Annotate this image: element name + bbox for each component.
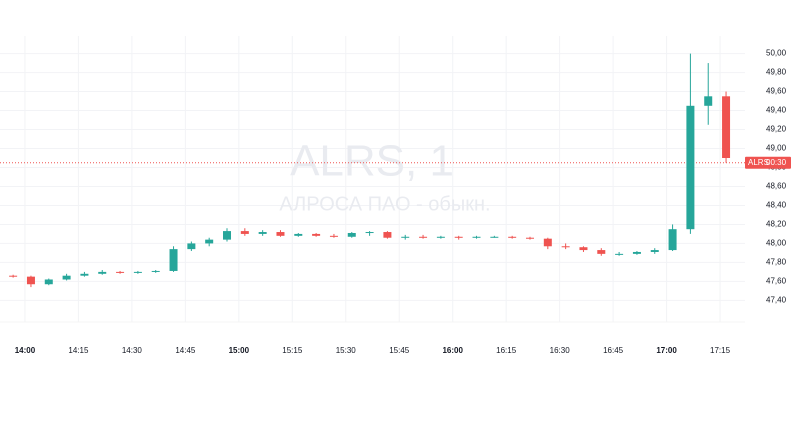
candle-body: [312, 233, 321, 236]
y-tick-label: 49,80: [766, 68, 787, 77]
candle-body: [650, 250, 659, 252]
last-price-countdown: 00:30: [766, 158, 787, 167]
candle-body: [579, 247, 588, 251]
y-tick-label: 48,20: [766, 220, 787, 229]
candle-body: [454, 236, 463, 238]
x-tick-label: 14:30: [122, 346, 143, 355]
x-tick-label: 17:15: [710, 346, 731, 355]
x-tick-label: 16:00: [442, 346, 463, 355]
candle-body: [329, 235, 338, 237]
candle-body: [240, 231, 249, 234]
candle-body: [365, 232, 374, 234]
x-tick-label: 17:00: [656, 346, 677, 355]
x-tick-label: 15:30: [336, 346, 357, 355]
candle-body: [258, 232, 267, 234]
x-tick-label: 14:15: [68, 346, 89, 355]
candle-body: [561, 246, 570, 248]
candle-body: [44, 279, 53, 285]
last-price-symbol: ALRS: [748, 158, 769, 167]
candle-body: [133, 271, 142, 273]
candle-body: [436, 236, 445, 238]
y-tick-label: 50,00: [766, 49, 787, 58]
y-tick-label: 48,60: [766, 182, 787, 191]
y-tick-label: 48,00: [766, 239, 787, 248]
candle-body: [543, 238, 552, 247]
x-tick-label: 16:30: [550, 346, 571, 355]
candle-body: [26, 276, 35, 285]
candle-body: [419, 236, 428, 238]
candle-body: [116, 271, 125, 273]
candle-body: [490, 236, 499, 238]
x-tick-label: 15:15: [282, 346, 303, 355]
candle-body: [704, 96, 713, 106]
candle-body: [169, 249, 178, 271]
candle-body: [722, 96, 731, 158]
candle-body: [9, 275, 18, 277]
candle-body: [401, 236, 410, 238]
candle-body: [187, 243, 196, 250]
candle-body: [615, 253, 624, 255]
candle-body: [347, 232, 356, 237]
candle-body: [472, 236, 481, 238]
candle-body: [597, 250, 606, 254]
candle-body: [205, 239, 214, 244]
x-tick-label: 16:45: [603, 346, 624, 355]
y-tick-label: 47,80: [766, 258, 787, 267]
candle-body: [80, 273, 89, 276]
last-price-tag: [745, 156, 791, 169]
candle-body: [668, 229, 677, 251]
candle-body: [383, 232, 392, 238]
watermark-description: АЛРОСА ПАО - обыкн.: [279, 193, 490, 215]
candle-body: [508, 236, 517, 238]
candle-body: [686, 105, 695, 230]
x-tick-label: 14:45: [175, 346, 196, 355]
x-tick-label: 15:00: [229, 346, 250, 355]
x-tick-label: 16:15: [496, 346, 517, 355]
y-tick-label: 47,60: [766, 276, 787, 285]
candle-body: [294, 233, 303, 236]
candle-body: [151, 270, 160, 272]
x-tick-label: 14:00: [15, 346, 36, 355]
candle-body: [62, 275, 71, 280]
y-tick-label: 48,40: [766, 201, 787, 210]
y-tick-label: 49,00: [766, 144, 787, 153]
y-tick-label: 47,40: [766, 295, 787, 304]
candle-body: [525, 237, 534, 239]
candle-body: [632, 251, 641, 254]
x-tick-label: 15:45: [389, 346, 410, 355]
watermark-symbol: ALRS, 1: [290, 137, 454, 186]
y-tick-label: 49,40: [766, 106, 787, 115]
y-tick-label: 49,60: [766, 87, 787, 96]
candle-body: [276, 232, 285, 236]
candle-body: [98, 271, 107, 274]
y-tick-label: 49,20: [766, 125, 787, 134]
candle-body: [223, 231, 232, 240]
